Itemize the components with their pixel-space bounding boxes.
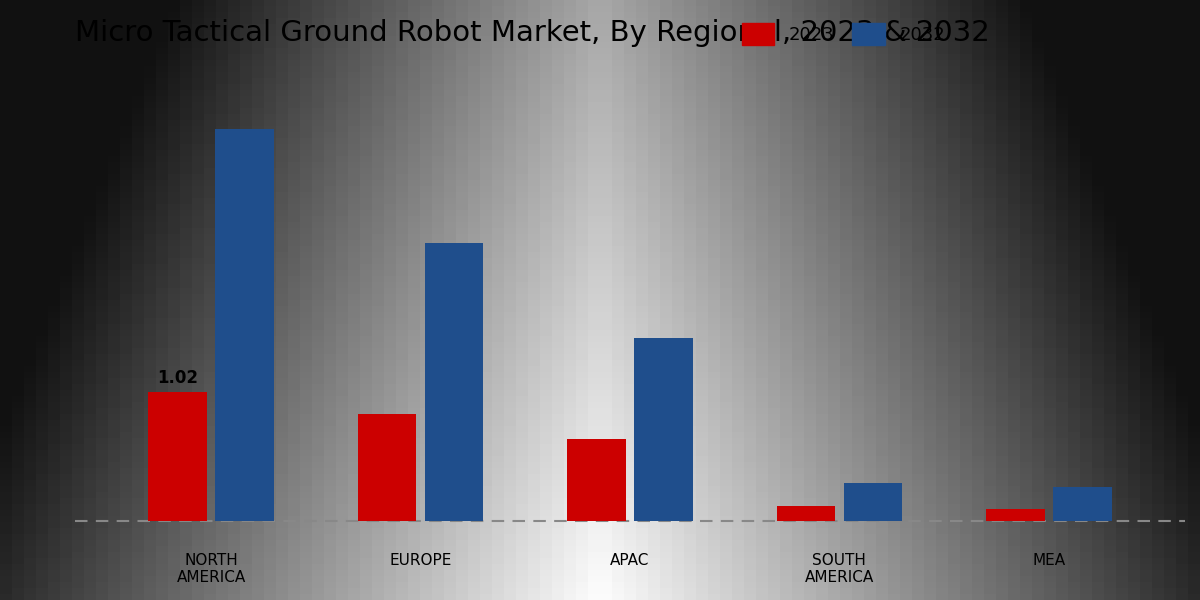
Legend: 2023, 2032: 2023, 2032	[732, 14, 954, 54]
Bar	[844, 484, 902, 521]
Text: 1.02: 1.02	[157, 370, 198, 388]
Bar	[425, 243, 484, 521]
Bar	[215, 129, 274, 521]
Bar	[634, 338, 692, 521]
Bar	[1054, 487, 1111, 521]
Text: Micro Tactical Ground Robot Market, By Regional, 2023 & 2032: Micro Tactical Ground Robot Market, By R…	[74, 19, 990, 47]
Bar	[568, 439, 626, 521]
Bar	[986, 509, 1045, 521]
Bar	[776, 506, 835, 521]
Bar	[358, 414, 416, 521]
Bar	[149, 392, 206, 521]
